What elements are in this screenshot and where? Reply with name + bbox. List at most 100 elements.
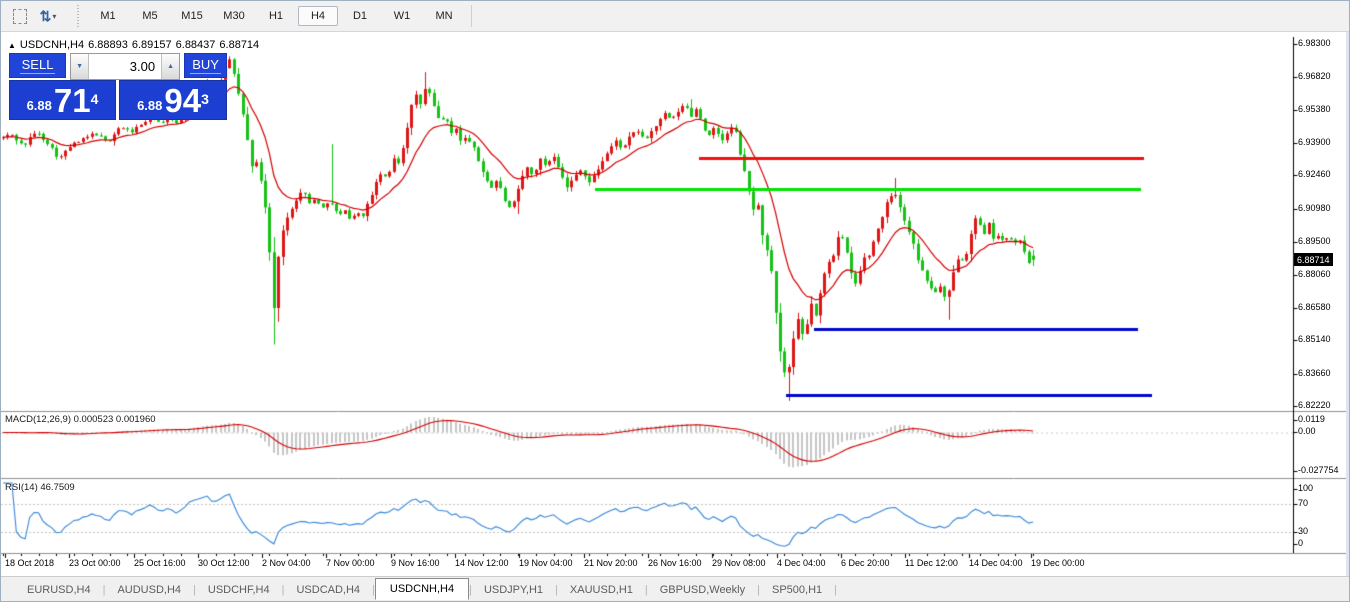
timeframe-button-h1[interactable]: H1 [268,10,284,22]
price-axis-label: 6.92460 [1298,169,1331,180]
time-axis-label: 14 Dec 04:00 [969,558,1023,568]
price-axis-label: 6.95380 [1298,103,1331,114]
time-axis-label: 19 Nov 04:00 [519,558,573,568]
ask-big-figure: 6.88 [137,98,163,113]
price-axis-label: 6.83660 [1298,367,1331,378]
trade-panel-quotes: 6.88 71 4 6.88 94 3 [9,80,227,120]
tab-separator: | [644,584,648,596]
sell-button-label: SELL [19,57,56,74]
time-axis-label: 19 Dec 00:00 [1031,558,1085,568]
volume-input[interactable]: 3.00 [129,59,156,74]
time-axis-label: 7 Nov 00:00 [326,558,375,568]
buy-button-label: BUY [190,57,221,74]
tab-usdcnh-h4[interactable]: USDCNH,H4 [374,578,470,600]
time-axis-label: 14 Nov 12:00 [455,558,509,568]
volume-spinner: ▼ 3.00 ▲ [70,53,181,80]
spinner-up-icon: ▲ [167,63,175,70]
price-axis-label: 6.88060 [1298,268,1331,279]
toolbar: ⇅ ▾ M1 M5 M15 M30 H1 H4 D1 W1 MN [1,1,1349,32]
timeframe-button-mn[interactable]: MN [435,10,453,22]
collapse-triangle-icon[interactable]: ▲ [8,41,16,50]
tab-separator: | [102,584,106,596]
price-axis-label: 6.98300 [1298,38,1331,48]
timeframe-button-m5[interactable]: M5 [142,10,158,22]
macd-axis-label: 0.00 [1298,426,1316,436]
bid-pipette: 4 [90,91,99,107]
price-axis-label: 6.85140 [1298,334,1331,345]
time-axis-label: 21 Nov 20:00 [584,558,638,568]
volume-increase-button[interactable]: ▲ [161,54,180,79]
ask-price-box[interactable]: 6.88 94 3 [119,80,227,120]
one-click-trading-panel: SELL ▼ 3.00 ▲ BUY 6.88 71 4 6.88 94 3 [9,53,227,120]
toolbar-separator [471,5,472,27]
price-axis-label: 6.89500 [1298,236,1331,247]
ohlc-low: 6.88437 [175,39,216,51]
tab-separator: | [757,584,760,596]
tab-eurusd-h4[interactable]: EURUSD,H4 [27,584,91,596]
sort-arrows-icon[interactable]: ⇅ ▾ [31,5,65,27]
timeframe-button-group: M1 M5 M15 M30 H1 H4 D1 W1 MN [87,6,465,26]
time-axis-label: 18 Oct 2018 [5,558,55,568]
tab-usdcad-h4[interactable]: USDCAD,H4 [296,584,361,596]
current-price-badge: 6.88714 [1294,252,1333,266]
chart-title: ▲ USDCNH,H4 6.88893 6.89157 6.88437 6.88714 [8,39,263,51]
price-axis-label: 6.86580 [1298,301,1331,312]
time-axis-label: 9 Nov 16:00 [391,558,440,568]
timeframe-button-d1[interactable]: D1 [352,10,368,22]
bid-big-figure: 6.88 [26,98,52,113]
trade-panel-controls: SELL ▼ 3.00 ▲ BUY [9,53,227,80]
toolbar-grip [77,5,79,27]
time-axis-label: 23 Oct 00:00 [69,558,121,568]
tab-separator: | [372,584,375,596]
time-axis-label: 6 Dec 20:00 [841,558,890,568]
tab-usdjpy-h1[interactable]: USDJPY,H1 [483,584,544,596]
time-axis-label: 30 Oct 12:00 [198,558,250,568]
timeframe-button-m30[interactable]: M30 [223,10,245,22]
timeframe-button-m15[interactable]: M15 [181,10,203,22]
buy-button[interactable]: BUY [184,53,227,78]
up-down-arrows-icon: ⇅ [39,8,52,24]
price-axis-label: 6.93900 [1298,137,1331,148]
macd-axis-label: 0.0119 [1298,414,1325,424]
rsi-axis-label: 70 [1298,498,1309,508]
bid-pips: 71 [53,82,91,119]
ohlc-close: 6.88714 [219,39,260,51]
tab-separator: | [193,584,196,596]
tab-xauusd-h1[interactable]: XAUUSD,H1 [569,584,633,596]
chart-symbol: USDCNH,H4 [19,39,85,51]
bid-price-box[interactable]: 6.88 71 4 [9,80,116,120]
timeframe-button-w1[interactable]: W1 [393,10,411,22]
macd-label: MACD(12,26,9) 0.000523 0.001960 [5,414,156,425]
time-axis-label: 4 Dec 04:00 [777,558,826,568]
tab-separator: | [555,584,558,596]
price-axis-label: 6.90980 [1298,202,1331,213]
time-axis-label: 25 Oct 16:00 [134,558,186,568]
rsi-axis-label: 0 [1298,538,1304,548]
ohlc-high: 6.89157 [131,39,172,51]
ohlc-open: 6.88893 [88,39,128,51]
time-axis-label: 11 Dec 12:00 [905,558,958,568]
timeframe-button-m1[interactable]: M1 [100,10,116,22]
ask-pipette: 3 [201,91,209,107]
sell-button[interactable]: SELL [9,53,67,78]
tab-sp500-h1[interactable]: SP500,H1 [771,584,823,596]
volume-decrease-button[interactable]: ▼ [71,54,90,79]
macd-axis-label: -0.027754 [1298,465,1339,475]
tab-usdchf-h4[interactable]: USDCHF,H4 [207,584,270,596]
tab-separator: | [834,584,837,596]
dashed-box-icon [13,8,27,24]
tab-separator: | [469,584,472,596]
dropdown-caret-icon: ▾ [52,11,57,21]
dashed-selection-icon[interactable] [5,5,27,27]
time-axis-label: 2 Nov 04:00 [262,558,311,568]
time-axis-label: 26 Nov 16:00 [648,558,702,568]
rsi-label: RSI(14) 46.7509 [5,482,75,493]
price-axis-label: 6.82220 [1298,399,1331,410]
chart-tab-bar: EURUSD,H4 | AUDUSD,H4 | USDCHF,H4 | USDCAD,H4 |… [1,576,1349,601]
rsi-axis-label: 100 [1298,483,1314,493]
tab-separator: | [281,584,285,596]
tab-audusd-h4[interactable]: AUDUSD,H4 [117,584,182,596]
timeframe-button-h4[interactable]: H4 [298,6,338,26]
tab-gbpusd-weekly[interactable]: GBPUSD,Weekly [659,584,746,596]
